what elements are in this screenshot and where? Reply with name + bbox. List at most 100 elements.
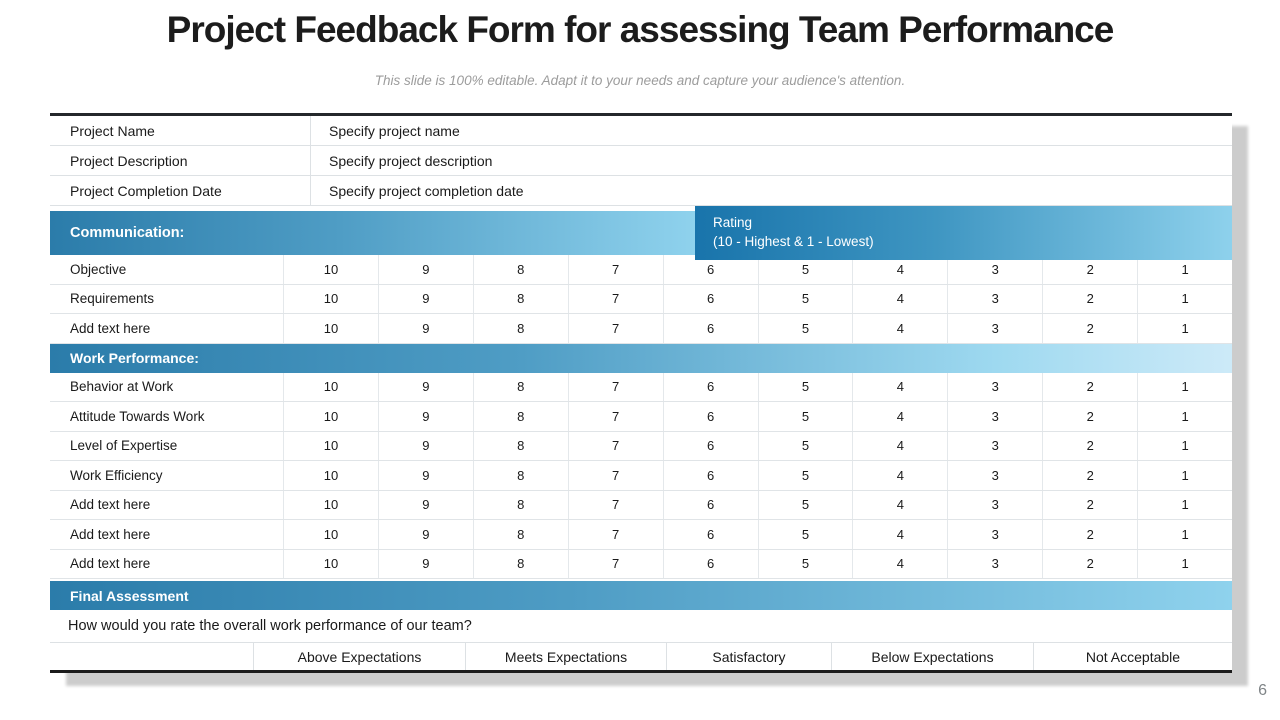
rating-value-cell[interactable]: 10: [283, 314, 378, 343]
rating-value-cell[interactable]: 10: [283, 490, 378, 519]
rating-value-cell[interactable]: 4: [852, 255, 947, 284]
rating-value-cell[interactable]: 9: [377, 461, 473, 490]
assessment-option[interactable]: Below Expectations: [831, 643, 1033, 670]
project-info-value-field[interactable]: Specify project completion date: [310, 176, 1232, 205]
rating-value-cell[interactable]: 4: [852, 402, 947, 431]
rating-value-cell[interactable]: 9: [377, 520, 473, 549]
rating-value-cell[interactable]: 2: [1042, 402, 1137, 431]
rating-value-cell[interactable]: 5: [757, 255, 853, 284]
rating-value-cell[interactable]: 4: [852, 431, 947, 460]
rating-value-cell[interactable]: 9: [377, 402, 473, 431]
rating-value-cell[interactable]: 5: [757, 284, 853, 313]
rating-value-cell[interactable]: 3: [947, 284, 1042, 313]
rating-value-cell[interactable]: 6: [662, 461, 758, 490]
rating-value-cell[interactable]: 6: [662, 490, 758, 519]
rating-value-cell[interactable]: 8: [472, 431, 568, 460]
rating-value-cell[interactable]: 2: [1042, 255, 1137, 284]
rating-value-cell[interactable]: 7: [567, 314, 663, 343]
rating-value-cell[interactable]: 1: [1137, 431, 1232, 460]
rating-value-cell[interactable]: 5: [757, 490, 853, 519]
rating-value-cell[interactable]: 3: [947, 431, 1042, 460]
rating-value-cell[interactable]: 3: [947, 314, 1042, 343]
rating-value-cell[interactable]: 9: [377, 490, 473, 519]
rating-value-cell[interactable]: 10: [283, 461, 378, 490]
rating-value-cell[interactable]: 5: [757, 402, 853, 431]
rating-value-cell[interactable]: 10: [283, 520, 378, 549]
rating-value-cell[interactable]: 2: [1042, 490, 1137, 519]
rating-value-cell[interactable]: 10: [283, 284, 378, 313]
rating-value-cell[interactable]: 7: [567, 520, 663, 549]
assessment-option[interactable]: Satisfactory: [666, 643, 831, 670]
rating-value-cell[interactable]: 3: [947, 549, 1042, 578]
rating-value-cell[interactable]: 8: [472, 402, 568, 431]
rating-value-cell[interactable]: 9: [377, 549, 473, 578]
project-info-value-field[interactable]: Specify project description: [310, 146, 1232, 175]
rating-value-cell[interactable]: 7: [567, 549, 663, 578]
rating-value-cell[interactable]: 5: [757, 431, 853, 460]
rating-value-cell[interactable]: 1: [1137, 402, 1232, 431]
rating-value-cell[interactable]: 3: [947, 520, 1042, 549]
assessment-option[interactable]: Meets Expectations: [465, 643, 666, 670]
assessment-option[interactable]: Above Expectations: [253, 643, 465, 670]
rating-value-cell[interactable]: 1: [1137, 520, 1232, 549]
rating-value-cell[interactable]: 8: [472, 372, 568, 401]
rating-value-cell[interactable]: 6: [662, 520, 758, 549]
rating-value-cell[interactable]: 1: [1137, 372, 1232, 401]
rating-value-cell[interactable]: 8: [472, 284, 568, 313]
rating-value-cell[interactable]: 3: [947, 461, 1042, 490]
rating-value-cell[interactable]: 8: [472, 314, 568, 343]
project-info-value-field[interactable]: Specify project name: [310, 116, 1232, 145]
rating-value-cell[interactable]: 8: [472, 490, 568, 519]
rating-value-cell[interactable]: 8: [472, 461, 568, 490]
rating-value-cell[interactable]: 5: [757, 372, 853, 401]
rating-value-cell[interactable]: 10: [283, 431, 378, 460]
rating-value-cell[interactable]: 4: [852, 520, 947, 549]
rating-value-cell[interactable]: 2: [1042, 549, 1137, 578]
rating-value-cell[interactable]: 7: [567, 372, 663, 401]
rating-value-cell[interactable]: 2: [1042, 520, 1137, 549]
rating-value-cell[interactable]: 1: [1137, 461, 1232, 490]
rating-value-cell[interactable]: 3: [947, 402, 1042, 431]
rating-value-cell[interactable]: 6: [662, 255, 758, 284]
rating-value-cell[interactable]: 1: [1137, 284, 1232, 313]
rating-value-cell[interactable]: 4: [852, 284, 947, 313]
rating-value-cell[interactable]: 9: [377, 314, 473, 343]
rating-value-cell[interactable]: 7: [567, 431, 663, 460]
rating-value-cell[interactable]: 6: [662, 431, 758, 460]
rating-value-cell[interactable]: 7: [567, 255, 663, 284]
rating-value-cell[interactable]: 10: [283, 549, 378, 578]
rating-value-cell[interactable]: 6: [662, 284, 758, 313]
rating-value-cell[interactable]: 1: [1137, 549, 1232, 578]
rating-value-cell[interactable]: 1: [1137, 255, 1232, 284]
rating-value-cell[interactable]: 7: [567, 402, 663, 431]
rating-value-cell[interactable]: 5: [757, 549, 853, 578]
rating-value-cell[interactable]: 10: [283, 255, 378, 284]
rating-value-cell[interactable]: 4: [852, 314, 947, 343]
rating-value-cell[interactable]: 2: [1042, 461, 1137, 490]
rating-value-cell[interactable]: 6: [662, 402, 758, 431]
rating-value-cell[interactable]: 7: [567, 490, 663, 519]
rating-value-cell[interactable]: 10: [283, 372, 378, 401]
rating-value-cell[interactable]: 7: [567, 284, 663, 313]
rating-value-cell[interactable]: 2: [1042, 431, 1137, 460]
rating-value-cell[interactable]: 5: [757, 314, 853, 343]
rating-value-cell[interactable]: 5: [757, 520, 853, 549]
rating-value-cell[interactable]: 6: [662, 314, 758, 343]
rating-value-cell[interactable]: 1: [1137, 314, 1232, 343]
rating-value-cell[interactable]: 4: [852, 490, 947, 519]
rating-value-cell[interactable]: 4: [852, 372, 947, 401]
rating-value-cell[interactable]: 3: [947, 372, 1042, 401]
rating-value-cell[interactable]: 4: [852, 461, 947, 490]
rating-value-cell[interactable]: 2: [1042, 372, 1137, 401]
rating-value-cell[interactable]: 8: [472, 255, 568, 284]
rating-value-cell[interactable]: 4: [852, 549, 947, 578]
rating-value-cell[interactable]: 2: [1042, 284, 1137, 313]
rating-value-cell[interactable]: 6: [662, 372, 758, 401]
rating-value-cell[interactable]: 7: [567, 461, 663, 490]
rating-value-cell[interactable]: 9: [377, 255, 473, 284]
rating-value-cell[interactable]: 5: [757, 461, 853, 490]
rating-value-cell[interactable]: 8: [472, 520, 568, 549]
rating-value-cell[interactable]: 6: [662, 549, 758, 578]
rating-value-cell[interactable]: 2: [1042, 314, 1137, 343]
assessment-option[interactable]: Not Acceptable: [1033, 643, 1232, 670]
